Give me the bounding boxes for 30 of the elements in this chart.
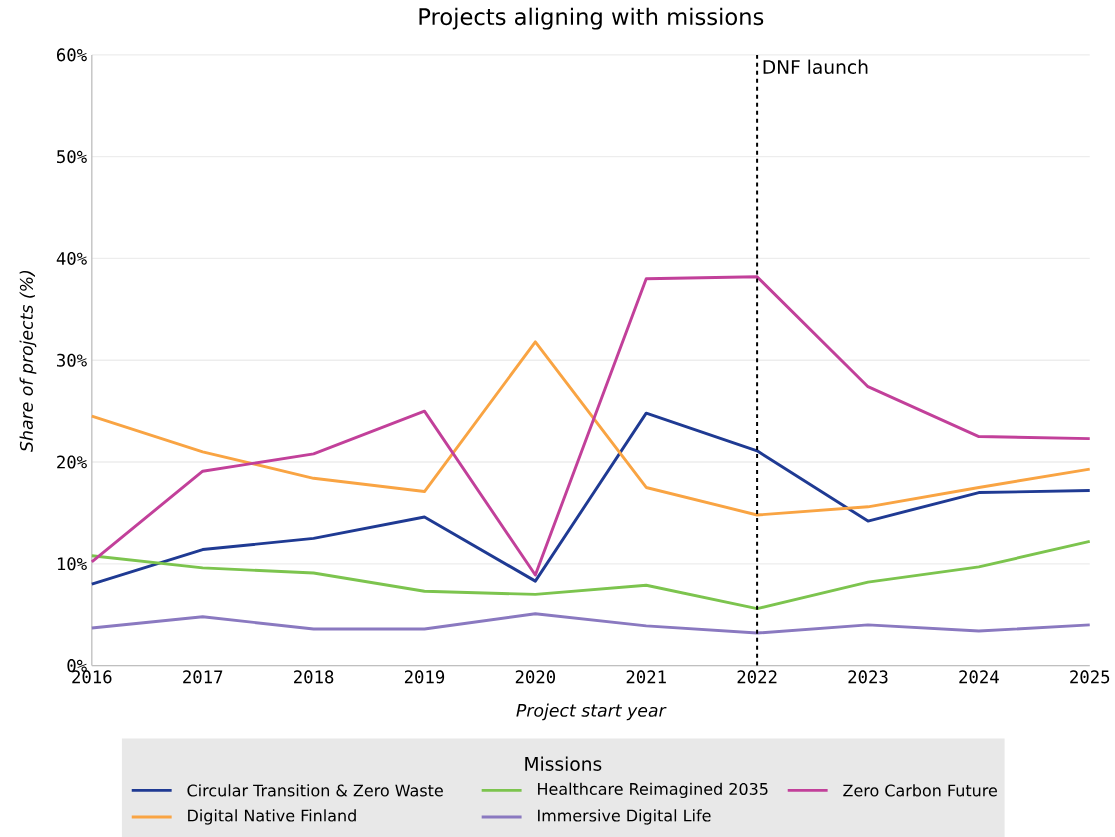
y-axis-title: Share of projects (%) — [19, 270, 37, 452]
x-tick-label: 2022 — [737, 670, 777, 684]
y-tick-label: 20% — [57, 455, 87, 469]
legend-label: Circular Transition & Zero Waste — [187, 784, 443, 797]
legend-label: Immersive Digital Life — [538, 809, 711, 825]
chart-title: Projects aligning with missions — [419, 7, 764, 30]
x-tick-label: 2021 — [626, 670, 666, 684]
line-series — [90, 411, 1092, 586]
y-tick-label: 30% — [57, 353, 87, 367]
legend-label: Healthcare Reimagined 2035 — [538, 782, 768, 799]
y-tick-label: 60% — [57, 48, 87, 62]
x-tick-label: 2025 — [1070, 670, 1110, 684]
legend-label: Digital Native Finland — [188, 809, 356, 825]
ref-line-label: DNF launch — [763, 59, 868, 75]
x-tick-label: 2019 — [404, 670, 445, 684]
y-tick-label: 40% — [56, 251, 87, 266]
x-tick-label: 2020 — [515, 670, 556, 684]
y-tick-label: 10% — [57, 557, 87, 571]
legend-title: Missions — [525, 756, 602, 771]
x-tick-label: 2024 — [959, 670, 999, 684]
x-tick-label: 2017 — [183, 670, 223, 684]
x-tick-label: 2018 — [294, 670, 334, 684]
x-tick-label: 2023 — [848, 670, 888, 684]
line-series — [90, 340, 1092, 517]
x-axis-title: Project start year — [516, 703, 667, 721]
line-series — [90, 275, 1092, 577]
line-series — [90, 539, 1092, 611]
y-tick-label: 50% — [57, 150, 87, 164]
legend-label: Zero Carbon Future — [843, 784, 997, 797]
line-series — [90, 612, 1092, 635]
